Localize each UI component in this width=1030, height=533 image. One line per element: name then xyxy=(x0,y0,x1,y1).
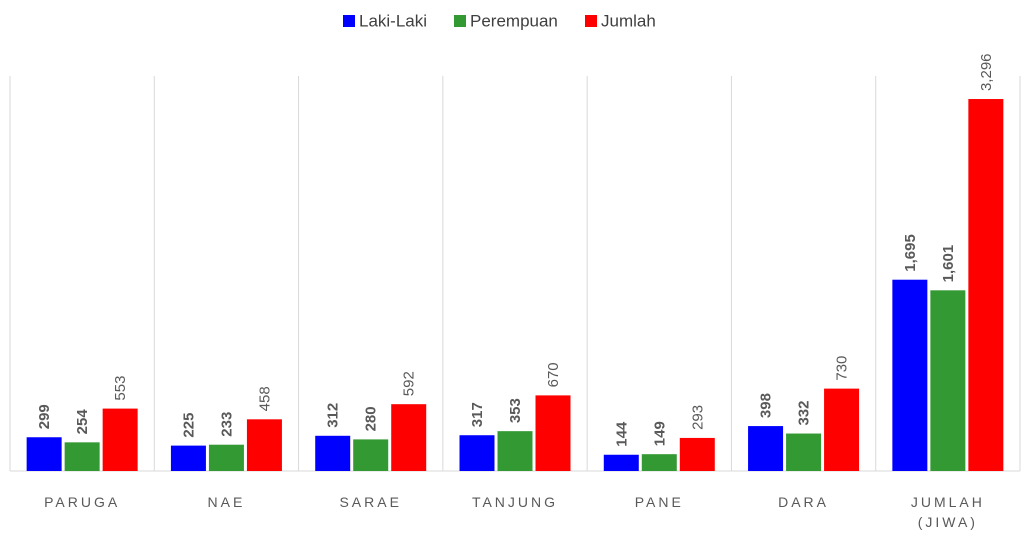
bar xyxy=(353,439,389,471)
legend-label: Perempuan xyxy=(470,11,558,30)
data-label: 233 xyxy=(218,412,235,437)
data-label: 293 xyxy=(689,405,706,430)
data-label: 332 xyxy=(796,401,813,426)
bar xyxy=(535,395,571,471)
bar xyxy=(892,279,928,471)
bar xyxy=(497,431,533,471)
bar xyxy=(748,426,784,471)
data-label: 458 xyxy=(256,386,273,411)
data-label: 254 xyxy=(74,409,91,435)
data-label: 730 xyxy=(834,356,851,381)
data-label: 670 xyxy=(545,362,562,387)
x-tick-label: NAE xyxy=(207,494,246,510)
legend-swatch xyxy=(343,15,355,27)
bar xyxy=(459,435,495,471)
data-label: 3,296 xyxy=(978,53,995,91)
legend-swatch xyxy=(585,15,597,27)
data-label: 299 xyxy=(36,404,53,429)
data-label: 1,601 xyxy=(940,245,957,283)
bar xyxy=(786,433,822,471)
bar xyxy=(391,404,427,471)
bar xyxy=(246,419,282,471)
legend-swatch xyxy=(454,15,466,27)
x-tick-label: SARAE xyxy=(339,494,402,510)
data-label: 553 xyxy=(112,376,129,401)
bar xyxy=(102,408,138,471)
data-label: 225 xyxy=(180,413,197,438)
legend-label: Laki-Laki xyxy=(359,11,427,30)
data-label: 353 xyxy=(507,398,524,423)
bar xyxy=(968,99,1004,471)
x-tick-label: DARA xyxy=(778,494,830,510)
bar xyxy=(603,454,639,471)
data-label: 1,695 xyxy=(902,234,919,272)
bar xyxy=(315,435,351,471)
bar xyxy=(208,444,244,471)
data-label: 592 xyxy=(401,371,418,396)
bar xyxy=(64,442,100,471)
bar xyxy=(824,388,860,471)
data-label: 144 xyxy=(613,421,630,447)
bar xyxy=(170,445,206,471)
data-label: 398 xyxy=(758,393,775,418)
bar xyxy=(641,454,677,471)
legend-label: Jumlah xyxy=(601,11,656,30)
x-tick-label: TANJUNG xyxy=(471,494,559,510)
bar xyxy=(679,437,715,471)
x-tick-label: JUMLAH (JIWA) xyxy=(910,494,985,530)
x-tick-label: PANE xyxy=(634,494,684,510)
bar xyxy=(26,437,62,471)
data-label: 317 xyxy=(469,402,486,427)
data-label: 280 xyxy=(363,406,380,431)
bar xyxy=(930,290,966,471)
x-tick-label: PARUGA xyxy=(44,494,121,510)
data-label: 149 xyxy=(651,421,668,446)
data-label: 312 xyxy=(325,403,342,428)
